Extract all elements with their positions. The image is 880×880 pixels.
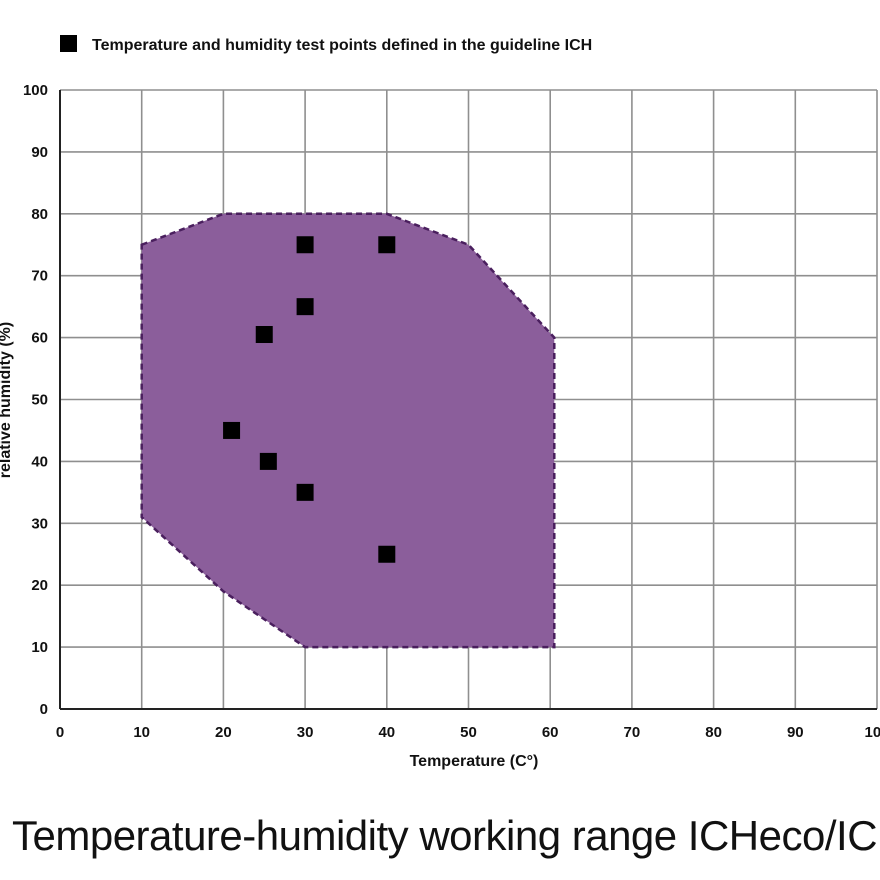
x-axis-label: Temperature (C°): [410, 753, 539, 770]
working-range-region: [140, 212, 556, 649]
y-tick-label: 40: [31, 453, 48, 470]
x-tick-label: 90: [787, 724, 804, 741]
x-tick-label: 0: [56, 724, 64, 741]
y-tick-label: 10: [31, 639, 48, 656]
axes: [59, 90, 877, 710]
test-point-marker: [296, 298, 314, 316]
test-point-marker: [296, 236, 314, 254]
test-point-marker: [296, 483, 314, 501]
x-tick-label: 100: [864, 724, 880, 741]
x-tick-label: 40: [378, 724, 395, 741]
x-tick-label: 60: [542, 724, 559, 741]
y-tick-labels: 0 10 20 30 40 50 60 70 80 90 100: [23, 82, 48, 718]
test-point-marker: [378, 545, 396, 563]
caption: Temperature-humidity working range ICHec…: [12, 812, 880, 859]
legend-label: Temperature and humidity test points def…: [92, 37, 592, 54]
x-tick-label: 30: [297, 724, 314, 741]
x-tick-label: 50: [460, 724, 477, 741]
humidity-temperature-chart: Temperature and humidity test points def…: [0, 35, 880, 770]
y-tick-label: 20: [31, 577, 48, 594]
y-tick-label: 70: [31, 268, 48, 285]
x-tick-label: 80: [705, 724, 722, 741]
test-point-marker: [259, 452, 277, 470]
y-tick-label: 50: [31, 392, 48, 409]
y-tick-label: 60: [31, 330, 48, 347]
x-tick-labels: 0 10 20 30 40 50 60 70 80 90 100: [56, 724, 880, 741]
test-point-marker: [223, 421, 241, 439]
legend-marker: [60, 35, 77, 52]
test-point-marker: [255, 326, 273, 344]
test-points: [223, 236, 396, 563]
y-tick-label: 80: [31, 206, 48, 223]
y-axis-label: relative humidity (%): [0, 322, 14, 478]
y-tick-label: 30: [31, 515, 48, 532]
x-tick-label: 10: [133, 724, 150, 741]
y-tick-label: 0: [40, 701, 48, 718]
test-point-marker: [378, 236, 396, 254]
legend: Temperature and humidity test points def…: [60, 35, 592, 54]
x-tick-label: 70: [624, 724, 641, 741]
y-tick-label: 90: [31, 144, 48, 161]
y-tick-label: 100: [23, 82, 48, 99]
x-tick-label: 20: [215, 724, 232, 741]
